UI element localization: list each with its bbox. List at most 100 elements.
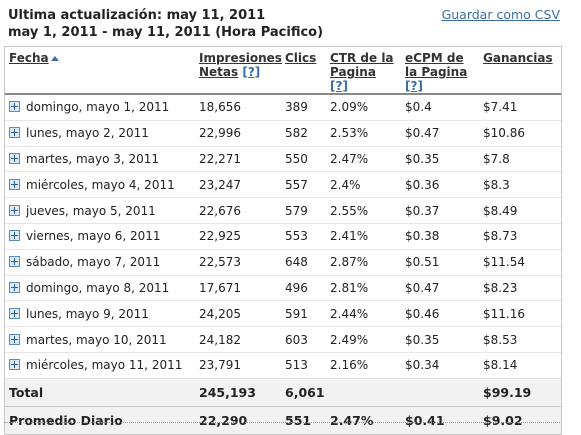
expand-row-icon[interactable] [9, 127, 20, 139]
average-label: Promedio Diario [5, 405, 195, 435]
ecpm-cell: $0.51 [401, 249, 479, 276]
average-ctr: 2.47% [326, 405, 401, 435]
date-label: miércoles, mayo 11, 2011 [26, 358, 183, 373]
column-header-clicks: Clics [281, 47, 326, 94]
expand-row-icon[interactable] [9, 230, 20, 242]
clicks-cell: 513 [281, 352, 326, 379]
earnings-cell: $7.8 [479, 146, 561, 173]
expand-row-icon[interactable] [9, 281, 20, 293]
earnings-cell: $10.86 [479, 120, 561, 147]
impressions-cell: 23,247 [195, 171, 281, 199]
expand-row-icon[interactable] [9, 256, 20, 268]
earnings-cell: $8.49 [479, 197, 561, 224]
expand-row-icon[interactable] [9, 359, 20, 371]
total-impressions: 245,193 [195, 377, 281, 407]
date-label: viernes, mayo 6, 2011 [26, 229, 161, 244]
sort-ascending-icon[interactable] [50, 56, 59, 61]
expand-row-icon[interactable] [9, 178, 20, 190]
sort-by-ecpm-link[interactable]: eCPM de la Pagina [405, 51, 468, 79]
impressions-cell: 18,656 [195, 94, 281, 121]
table-body: domingo, mayo 1, 2011 18,656 389 2.09% $0.4 $… [5, 94, 561, 379]
date-label: miércoles, mayo 4, 2011 [26, 177, 175, 192]
average-row: Promedio Diario 22,290 551 2.47% $0.41 $… [5, 405, 561, 435]
ecpm-cell: $0.35 [401, 146, 479, 173]
sort-by-date-link[interactable]: Fecha [9, 51, 49, 65]
average-earnings: $9.02 [479, 405, 561, 435]
date-cell: sábado, mayo 7, 2011 [5, 249, 195, 276]
date-cell: lunes, mayo 9, 2011 [5, 300, 195, 328]
clicks-cell: 550 [281, 146, 326, 173]
earnings-table: Fecha Impresiones Netas [?] Clics CTR de… [5, 47, 561, 435]
expand-row-icon[interactable] [9, 307, 20, 319]
ctr-cell: 2.81% [326, 275, 401, 302]
ecpm-cell: $0.37 [401, 197, 479, 224]
table-row: jueves, mayo 5, 2011 22,676 579 2.55% $0.37 $… [5, 197, 561, 224]
ecpm-cell: $0.4 [401, 94, 479, 121]
ctr-cell: 2.41% [326, 223, 401, 250]
date-cell: viernes, mayo 6, 2011 [5, 223, 195, 250]
table-bottom-divider [4, 422, 560, 429]
impressions-cell: 22,996 [195, 120, 281, 147]
clicks-cell: 591 [281, 300, 326, 328]
earnings-cell: $8.73 [479, 223, 561, 250]
ctr-help-link[interactable]: [?] [330, 79, 348, 93]
date-cell: domingo, mayo 1, 2011 [5, 94, 195, 121]
clicks-cell: 582 [281, 120, 326, 147]
ecpm-cell: $0.35 [401, 326, 479, 353]
date-cell: martes, mayo 10, 2011 [5, 326, 195, 353]
impressions-help-link[interactable]: [?] [242, 65, 261, 79]
date-label: sábado, mayo 7, 2011 [26, 255, 161, 270]
ecpm-help-link[interactable]: [?] [405, 79, 423, 93]
clicks-cell: 579 [281, 197, 326, 224]
date-cell: lunes, mayo 2, 2011 [5, 120, 195, 147]
total-earnings: $99.19 [479, 377, 561, 407]
column-header-ctr: CTR de la Pagina [?] [326, 47, 401, 94]
clicks-cell: 603 [281, 326, 326, 353]
column-header-date: Fecha [5, 47, 195, 94]
table-row: lunes, mayo 2, 2011 22,996 582 2.53% $0.47 $1… [5, 120, 561, 147]
last-updated-text: Ultima actualización: may 11, 2011 [8, 8, 266, 23]
date-label: jueves, mayo 5, 2011 [26, 203, 156, 218]
earnings-cell: $8.53 [479, 326, 561, 353]
date-cell: martes, mayo 3, 2011 [5, 146, 195, 173]
sort-by-ctr-link[interactable]: CTR de la Pagina [330, 51, 394, 79]
sort-by-earnings-link[interactable]: Ganancias [483, 51, 553, 65]
expand-row-icon[interactable] [9, 152, 20, 164]
ctr-cell: 2.55% [326, 197, 401, 224]
date-cell: jueves, mayo 5, 2011 [5, 197, 195, 224]
ecpm-cell: $0.36 [401, 171, 479, 199]
ctr-cell: 2.47% [326, 146, 401, 173]
impressions-cell: 17,671 [195, 275, 281, 302]
ecpm-cell: $0.47 [401, 120, 479, 147]
expand-row-icon[interactable] [9, 333, 20, 345]
column-header-ecpm: eCPM de la Pagina [?] [401, 47, 479, 94]
save-csv-link[interactable]: Guardar como CSV [441, 7, 560, 22]
total-row: Total 245,193 6,061 $99.19 [5, 377, 561, 407]
clicks-cell: 496 [281, 275, 326, 302]
ecpm-cell: $0.38 [401, 223, 479, 250]
impressions-cell: 24,205 [195, 300, 281, 328]
clicks-cell: 389 [281, 94, 326, 121]
total-label: Total [5, 377, 195, 407]
expand-row-icon[interactable] [9, 204, 20, 216]
table-row: viernes, mayo 6, 2011 22,925 553 2.41% $0.38… [5, 223, 561, 250]
table-row: domingo, mayo 1, 2011 18,656 389 2.09% $0.4 $… [5, 94, 561, 121]
ecpm-cell: $0.46 [401, 300, 479, 328]
column-header-earnings: Ganancias [479, 47, 561, 94]
expand-row-icon[interactable] [9, 101, 20, 113]
earnings-cell: $7.41 [479, 94, 561, 121]
ecpm-cell: $0.47 [401, 275, 479, 302]
report-header: Ultima actualización: may 11, 2011 may 1… [8, 7, 323, 41]
ctr-cell: 2.87% [326, 249, 401, 276]
sort-by-impressions-link[interactable]: Impresiones Netas [199, 51, 282, 79]
date-label: lunes, mayo 9, 2011 [26, 306, 149, 321]
impressions-cell: 22,573 [195, 249, 281, 276]
table-row: martes, mayo 10, 2011 24,182 603 2.49% $0.35… [5, 326, 561, 353]
sort-by-clicks-link[interactable]: Clics [285, 51, 317, 65]
ctr-cell: 2.09% [326, 94, 401, 121]
clicks-cell: 557 [281, 171, 326, 199]
clicks-cell: 648 [281, 249, 326, 276]
impressions-cell: 22,676 [195, 197, 281, 224]
average-impressions: 22,290 [195, 405, 281, 435]
